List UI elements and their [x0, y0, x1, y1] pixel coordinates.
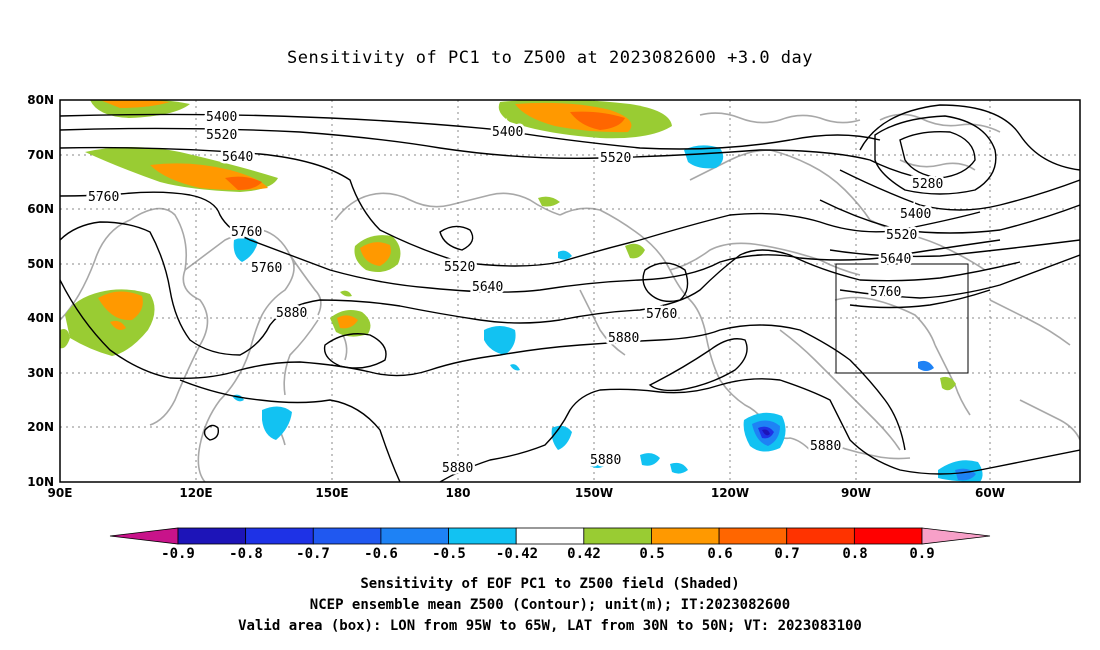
contour-label: 5880	[276, 306, 307, 321]
colorbar-segment	[177, 527, 247, 545]
colorbar-low-triangle	[109, 527, 179, 545]
colorbar-segment	[245, 527, 314, 545]
contour-label: 5880	[810, 439, 841, 454]
sensitivity-positive	[60, 100, 956, 391]
contour-label: 5880	[590, 453, 621, 468]
lat-label: 40N	[27, 311, 54, 325]
colorbar	[109, 527, 991, 545]
lon-label: 150W	[575, 486, 613, 500]
colorbar-segment	[583, 527, 652, 545]
contour-label: 5640	[222, 150, 253, 165]
colorbar-label: -0.6	[364, 546, 398, 562]
colorbar-label: 0.6	[707, 546, 732, 562]
contour-label: 5280	[912, 177, 943, 192]
lon-label: 120E	[179, 486, 212, 500]
colorbar-segment	[515, 527, 585, 545]
lon-label: 60W	[975, 486, 1005, 500]
caption-contour: NCEP ensemble mean Z500 (Contour); unit(…	[309, 597, 791, 613]
contour-label: 5520	[886, 228, 917, 243]
lon-label: 90E	[48, 486, 73, 500]
contour-label: 5520	[444, 260, 475, 275]
contour-label: 5760	[251, 261, 282, 276]
plot-area	[60, 100, 1080, 482]
colorbar-segment	[448, 527, 517, 545]
lat-label: 80N	[27, 93, 54, 107]
sensitivity-negative	[232, 145, 983, 482]
lat-label: 20N	[27, 420, 54, 434]
contour-label: 5640	[880, 252, 911, 267]
contour-label: 5400	[900, 207, 931, 222]
colorbar-high-triangle	[921, 527, 991, 545]
colorbar-label: -0.5	[432, 546, 466, 562]
contour-label: 5880	[442, 461, 473, 476]
map-frame	[59, 99, 1081, 483]
contour-label: 5400	[492, 125, 523, 140]
colorbar-segment	[786, 527, 855, 545]
colorbar-segment	[651, 527, 720, 545]
colorbar-label: 0.9	[909, 546, 934, 562]
contour-label: 5400	[206, 110, 237, 125]
contour-label: 5760	[88, 190, 119, 205]
contour-label: 5760	[231, 225, 262, 240]
colorbar-label: 0.5	[639, 546, 664, 562]
caption-shaded: Sensitivity of EOF PC1 to Z500 field (Sh…	[360, 576, 740, 592]
lat-label: 70N	[27, 148, 54, 162]
lat-label: 30N	[27, 366, 54, 380]
lon-label: 120W	[711, 486, 749, 500]
lat-label: 50N	[27, 257, 54, 271]
colorbar-label: -0.42	[496, 546, 538, 562]
colorbar-label: -0.8	[229, 546, 263, 562]
chart-title: Sensitivity of PC1 to Z500 at 2023082600…	[286, 48, 813, 68]
contour-label: 5640	[472, 280, 503, 295]
caption-valid-area: Valid area (box): LON from 95W to 65W, L…	[238, 618, 862, 634]
colorbar-segment	[312, 527, 382, 545]
lon-label: 90W	[841, 486, 871, 500]
contour-label: 5760	[646, 307, 677, 322]
valid-area-box	[835, 263, 969, 374]
contour-label: 5760	[870, 285, 901, 300]
colorbar-label: 0.8	[842, 546, 867, 562]
contour-labels: 5400 5520 5640 5760 5760 5760 5880 5400 …	[86, 108, 946, 479]
colorbar-label: 0.42	[567, 546, 601, 562]
colorbar-label: 0.7	[774, 546, 799, 562]
colorbar-segment	[853, 527, 923, 545]
lon-label: 180	[445, 486, 470, 500]
lat-label: 60N	[27, 202, 54, 216]
coastlines	[60, 112, 1080, 482]
caption-block: Sensitivity of EOF PC1 to Z500 field (Sh…	[0, 574, 1100, 637]
colorbar-segment	[380, 527, 449, 545]
contour-label: 5880	[608, 331, 639, 346]
contour-label: 5520	[206, 128, 237, 143]
lon-label: 150E	[315, 486, 348, 500]
longitude-labels: 90E 120E 150E 180 150W 120W 90W 60W	[48, 486, 1005, 500]
colorbar-label: -0.7	[296, 546, 330, 562]
colorbar-labels: -0.9 -0.8 -0.7 -0.6 -0.5 -0.42 0.42 0.5 …	[161, 546, 935, 562]
lat-label: 10N	[27, 475, 54, 489]
colorbar-segment	[718, 527, 788, 545]
z500-contours	[60, 104, 1080, 482]
colorbar-label: -0.9	[161, 546, 195, 562]
contour-label: 5520	[600, 151, 631, 166]
latitude-labels: 80N 70N 60N 50N 40N 30N 20N 10N	[27, 93, 54, 489]
